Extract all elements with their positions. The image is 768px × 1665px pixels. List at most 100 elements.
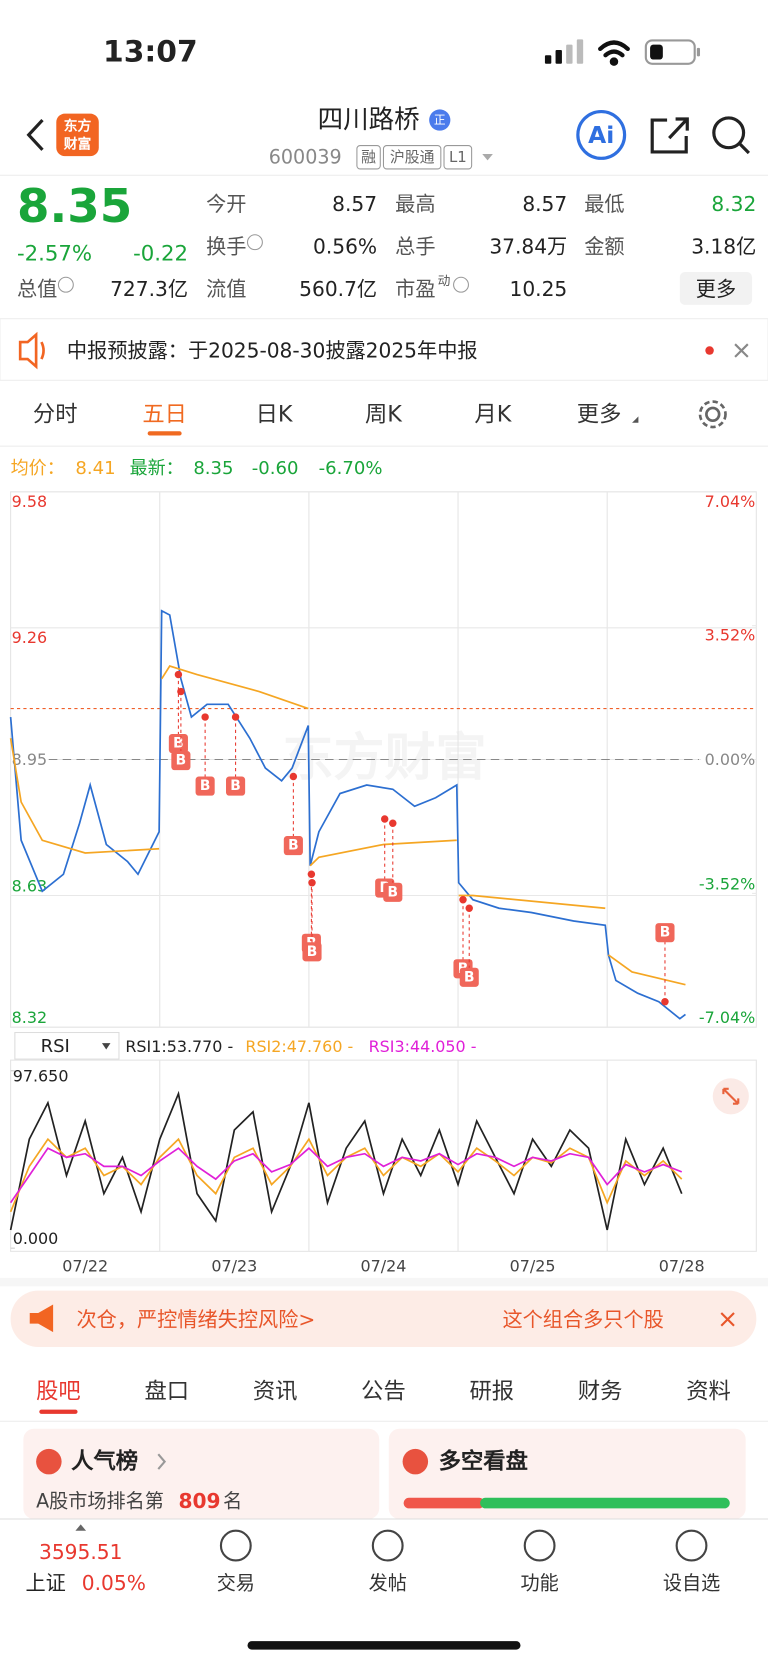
indicator-select[interactable] xyxy=(14,1031,120,1060)
trade-tag xyxy=(283,836,303,856)
trade-tag xyxy=(302,942,322,962)
trade-point xyxy=(465,904,473,912)
notice-bar[interactable] xyxy=(0,318,768,381)
period-tabs: 分时 五日 日K 周K 月K 更多 xyxy=(33,401,639,436)
y-tick-label: 8.95 xyxy=(12,750,47,769)
speaker-icon xyxy=(18,331,45,370)
info-icon[interactable] xyxy=(57,276,74,293)
stat-label: 最高 xyxy=(395,192,435,216)
card-title[interactable]: 多空看盘 xyxy=(439,1448,528,1475)
index-change[interactable]: 0.05% xyxy=(82,1571,146,1595)
period-tab[interactable]: 分时 xyxy=(33,401,78,427)
series-line xyxy=(9,1147,683,1204)
stat-label: 市盈 xyxy=(395,277,435,301)
logo-text: 财富 xyxy=(64,135,92,152)
stat-value: 10.25 xyxy=(509,277,567,301)
trade-label: B xyxy=(288,838,299,854)
trade-point xyxy=(661,997,669,1006)
stat-sup: 动 xyxy=(438,274,451,289)
news-banner[interactable] xyxy=(10,1290,757,1347)
close-button[interactable] xyxy=(734,343,749,358)
info-tab[interactable]: 资料 xyxy=(686,1379,731,1405)
ai-button[interactable] xyxy=(576,109,627,160)
date-label: 07/25 xyxy=(510,1257,556,1276)
back-button[interactable] xyxy=(26,118,44,151)
label-bg xyxy=(11,751,48,769)
period-tab[interactable]: 更多 xyxy=(577,401,622,427)
y-tick-label: 8.63 xyxy=(12,876,47,895)
trade-label: B xyxy=(660,925,671,941)
info-tab[interactable]: 资讯 xyxy=(253,1379,298,1405)
trade-tag xyxy=(226,776,246,796)
date-label: 07/28 xyxy=(659,1257,705,1276)
trade-point xyxy=(389,819,397,827)
trade-point xyxy=(459,896,467,904)
tag-box xyxy=(356,145,381,170)
banner-close[interactable] xyxy=(720,1312,735,1327)
y-tick-label: 9.58 xyxy=(12,492,47,511)
index-name[interactable]: 上证 xyxy=(25,1571,65,1595)
rank-icon xyxy=(36,1448,62,1475)
bull-bar xyxy=(403,1497,485,1509)
rsi-legend: RSI3:44.050 - xyxy=(369,1037,477,1056)
banner-right[interactable]: 这个组合多只个股 xyxy=(502,1307,663,1331)
stat-label: 换手 xyxy=(206,234,246,258)
trade-tag xyxy=(171,751,191,771)
watermark: 东方财富 xyxy=(283,729,487,788)
sentiment-card[interactable] xyxy=(388,1428,746,1520)
select-arrow xyxy=(101,1043,111,1050)
logo-text: 东方 xyxy=(64,117,92,134)
info-tab[interactable]: 研报 xyxy=(470,1379,515,1405)
avg-value: 8.41 xyxy=(75,458,115,479)
search-button[interactable] xyxy=(712,116,751,155)
share-button[interactable] xyxy=(650,117,689,154)
nav-label[interactable]: 功能 xyxy=(521,1571,559,1594)
info-tab[interactable]: 股吧 xyxy=(36,1379,81,1405)
info-tab[interactable]: 公告 xyxy=(361,1379,406,1405)
indicator-name[interactable]: RSI xyxy=(41,1036,70,1057)
period-tab[interactable]: 周K xyxy=(365,401,403,427)
info-tab[interactable]: 盘口 xyxy=(144,1379,189,1405)
card-title[interactable]: 人气榜 xyxy=(71,1448,138,1475)
nav-label[interactable]: 发帖 xyxy=(369,1571,407,1594)
nav-icon[interactable] xyxy=(371,1529,404,1562)
info-icon[interactable] xyxy=(246,234,263,251)
trade-tag xyxy=(655,923,675,943)
tag: 融 xyxy=(361,148,376,166)
nav-icon[interactable] xyxy=(675,1529,708,1562)
rsi-legend: RSI2:47.760 - xyxy=(245,1037,353,1056)
trade-label: B xyxy=(388,884,399,900)
nav-icon[interactable] xyxy=(523,1529,556,1562)
nav-label[interactable]: 设自选 xyxy=(663,1571,720,1594)
ai-label[interactable]: Ai xyxy=(588,121,614,149)
trade-label: B xyxy=(200,778,211,794)
notice-text[interactable]: 中报预披露：于2025-08-30披露2025年中报 xyxy=(67,339,478,363)
series-line xyxy=(9,1090,683,1231)
series-line xyxy=(9,665,686,986)
nav-icon[interactable] xyxy=(219,1529,252,1562)
index-value[interactable]: 3595.51 xyxy=(39,1540,122,1564)
rank-value: 809 xyxy=(178,1489,220,1513)
period-tab[interactable]: 五日 xyxy=(142,401,187,427)
nav-label[interactable]: 交易 xyxy=(217,1571,255,1594)
trade-point xyxy=(289,772,298,781)
banner-left[interactable]: 次仓，严控情绪失控风险> xyxy=(76,1307,315,1331)
info-tab[interactable]: 财务 xyxy=(578,1379,623,1405)
more-label[interactable]: 更多 xyxy=(696,277,736,301)
y2-tick-label: 3.52% xyxy=(705,626,756,645)
period-tab[interactable]: 日K xyxy=(256,401,294,427)
stat-label: 总手 xyxy=(395,234,435,258)
dropdown-arrow[interactable] xyxy=(482,154,493,161)
expand-arrow[interactable] xyxy=(75,1524,87,1531)
settings-icon[interactable] xyxy=(698,400,727,429)
more-button[interactable] xyxy=(679,271,753,305)
price-chart: 8.32 8.63 8.95 9.26 9.58 -7.04% -3.52% 0.00% 3.5… xyxy=(9,491,757,1028)
chevron xyxy=(157,1453,167,1470)
info-icon[interactable] xyxy=(453,276,469,293)
date-label: 07/24 xyxy=(361,1257,407,1276)
home-indicator xyxy=(247,1641,521,1650)
trade-point xyxy=(177,687,185,696)
period-tab[interactable]: 月K xyxy=(474,401,512,427)
popularity-card[interactable] xyxy=(23,1428,380,1520)
bear-bar xyxy=(480,1497,730,1509)
